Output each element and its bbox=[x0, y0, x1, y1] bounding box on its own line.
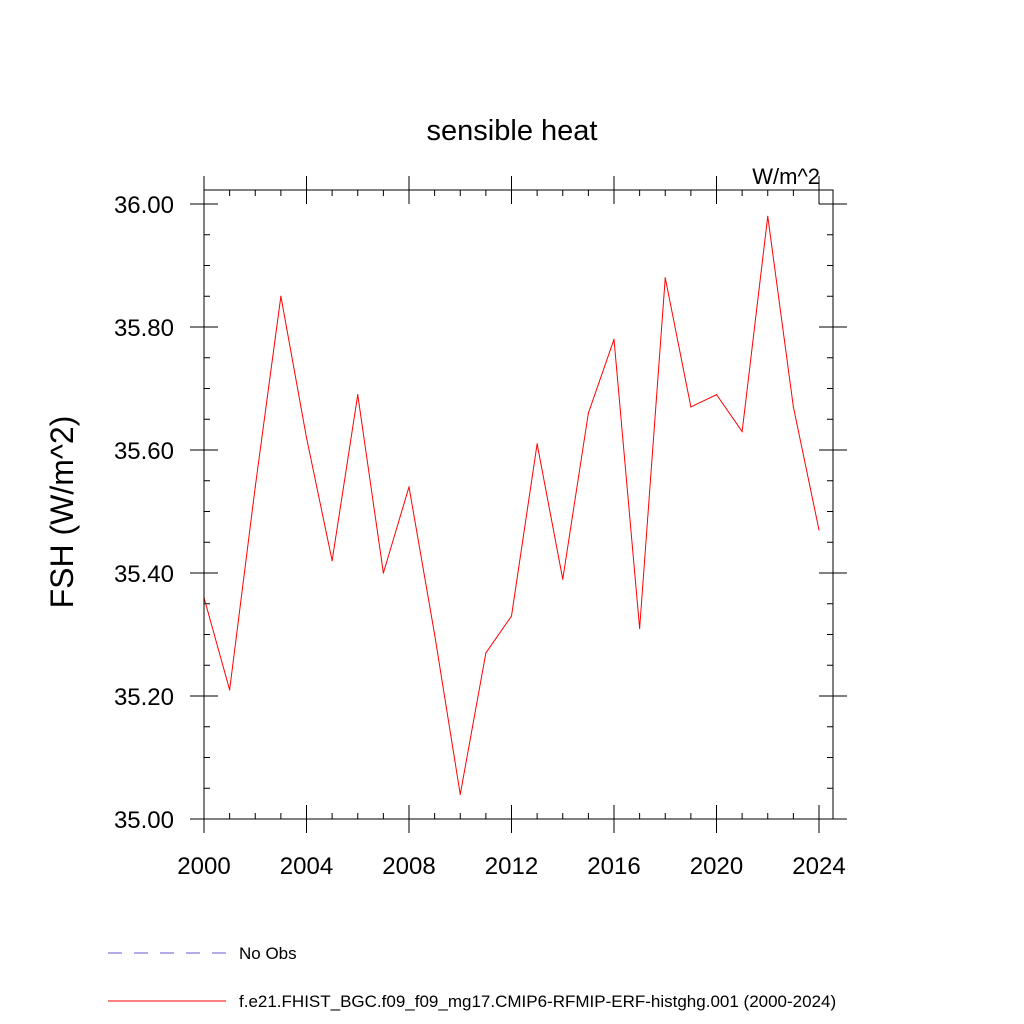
data-point bbox=[715, 394, 718, 396]
y-tick-label: 35.80 bbox=[114, 315, 174, 342]
x-tick-label: 2024 bbox=[792, 853, 845, 880]
data-point bbox=[690, 406, 692, 408]
x-tick-label: 2016 bbox=[587, 853, 640, 880]
data-point bbox=[741, 430, 743, 433]
data-point bbox=[305, 437, 308, 439]
minor-ticks bbox=[203, 190, 833, 820]
data-point bbox=[357, 394, 359, 396]
y-tick-label: 35.60 bbox=[114, 438, 174, 465]
y-axis-label: FSH (W/m^2) bbox=[44, 416, 80, 609]
x-tick-label: 2000 bbox=[177, 853, 230, 880]
chart-title: sensible heat bbox=[427, 115, 598, 147]
data-point bbox=[767, 215, 769, 217]
data-point bbox=[331, 560, 333, 562]
data-point bbox=[562, 578, 564, 580]
legend-label-no-obs: No Obs bbox=[239, 944, 297, 963]
data-point bbox=[254, 486, 256, 488]
data-point bbox=[434, 633, 436, 636]
data-point bbox=[613, 338, 615, 340]
y-tick-labels: 35.00 35.20 35.40 35.60 35.80 36.00 bbox=[114, 192, 174, 834]
y-tick-label: 35.00 bbox=[114, 807, 174, 834]
series-layer bbox=[203, 215, 820, 796]
x-tick-label: 2012 bbox=[485, 853, 538, 880]
legend-label-series: f.e21.FHIST_BGC.f09_f09_mg17.CMIP6-RFMIP… bbox=[239, 992, 836, 1011]
data-point bbox=[280, 295, 282, 297]
data-point bbox=[792, 406, 794, 408]
data-point bbox=[510, 615, 513, 617]
data-point bbox=[408, 486, 410, 488]
x-tick-label: 2020 bbox=[690, 853, 743, 880]
x-tick-label: 2008 bbox=[382, 853, 435, 880]
data-point bbox=[639, 627, 641, 629]
units-label: W/m^2 bbox=[752, 164, 820, 189]
data-point bbox=[459, 793, 461, 796]
series-line bbox=[203, 216, 820, 795]
y-tick-label: 35.40 bbox=[114, 561, 174, 588]
data-point bbox=[536, 443, 538, 445]
y-tick-label: 35.20 bbox=[114, 684, 174, 711]
plot-frame bbox=[203, 189, 834, 820]
y-tick-label: 36.00 bbox=[114, 192, 174, 219]
legend: No Obs f.e21.FHIST_BGC.f09_f09_mg17.CMIP… bbox=[108, 944, 836, 1011]
major-ticks bbox=[190, 176, 847, 833]
x-tick-labels: 2000 2004 2008 2012 2016 2020 2024 bbox=[177, 853, 845, 880]
data-point bbox=[382, 572, 384, 574]
x-tick-label: 2004 bbox=[280, 853, 333, 880]
data-point bbox=[818, 529, 820, 531]
data-point bbox=[587, 412, 589, 414]
data-point bbox=[229, 689, 231, 691]
data-point bbox=[485, 652, 487, 654]
data-point bbox=[664, 277, 666, 279]
